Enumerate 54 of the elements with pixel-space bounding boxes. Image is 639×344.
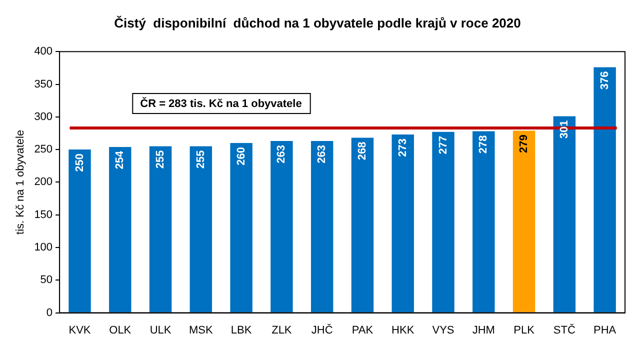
data-label: 263 [276,145,288,164]
x-tick-label: OLK [109,324,132,336]
y-tick-label: 250 [34,144,53,156]
y-tick-label: 400 [34,46,53,58]
data-label: 255 [194,150,207,169]
y-tick-label: 300 [34,110,53,123]
x-tick-label: MSK [188,324,214,336]
chart-title: Čistý disponibilní důchod na 1 obyvatele podle krajů v roce 2020 [114,15,521,30]
y-tick-label: 150 [34,208,53,221]
x-tick-label: JHM [472,324,495,336]
y-tick-label: 100 [34,242,53,254]
bar [392,134,414,312]
data-label: 255 [154,150,167,169]
bar [432,132,454,312]
x-tick-label: ZLK [272,324,292,336]
data-label: 254 [114,150,126,170]
bar [553,116,576,312]
ref-line-label: ČR = 283 tis. Kč na 1 obyvatele [140,97,302,110]
x-tick-label: PAK [352,324,374,336]
x-tick-label: HKK [392,324,415,336]
x-tick-label: LBK [230,324,252,336]
data-label: 277 [437,136,450,154]
y-axis-title: tis. Kč na 1 obyvatele [14,130,27,234]
bar [109,146,132,312]
x-tick-label: ULK [150,324,172,336]
x-tick-label: KVK [68,324,92,336]
data-label: 301 [558,120,570,139]
y-tick-label: 200 [34,176,53,188]
bar [472,131,495,312]
bar [270,141,293,312]
x-tick-label: VYS [432,324,454,336]
data-label: 263 [316,145,328,164]
bar [351,138,374,312]
bar [310,141,334,312]
x-tick-label: JHČ [311,323,333,336]
bar [512,130,536,312]
data-label: 250 [74,154,86,172]
bar [68,150,91,312]
bar [190,146,212,312]
y-tick-label: 350 [34,78,53,90]
data-label: 376 [598,71,611,90]
bar [594,67,616,312]
data-label: 279 [518,134,530,153]
y-tick-label: 50 [40,274,53,286]
x-tick-label: PHA [593,324,617,336]
data-label: 268 [356,142,368,160]
data-label: 260 [235,147,248,166]
x-tick-label: STČ [553,323,576,336]
data-label: 273 [396,138,409,157]
bar [230,143,252,312]
x-tick-label: PLK [514,324,536,336]
y-tick-label: 0 [46,306,53,319]
bar [149,146,172,312]
data-label: 278 [478,135,490,154]
